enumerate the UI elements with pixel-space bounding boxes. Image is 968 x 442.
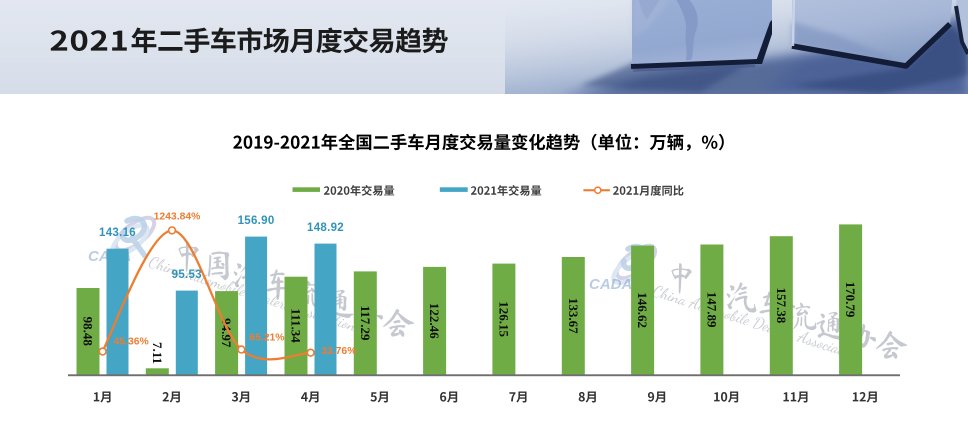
svg-text:122.46: 122.46 [427,303,442,339]
svg-text:157.38: 157.38 [774,288,789,324]
svg-text:133.67: 133.67 [566,298,581,334]
svg-text:146.62: 146.62 [635,292,650,328]
svg-text:170.79: 170.79 [843,282,858,318]
svg-text:95.53: 95.53 [172,269,202,281]
svg-text:143.16: 143.16 [99,227,136,239]
svg-text:33.76%: 33.76% [321,346,356,357]
svg-text:65.21%: 65.21% [249,332,284,343]
svg-text:CADA: CADA [589,276,632,293]
svg-text:1243.84%: 1243.84% [154,212,201,223]
svg-text:148.92: 148.92 [307,222,344,234]
svg-text:111.34: 111.34 [289,308,304,343]
svg-text:126.15: 126.15 [496,301,511,337]
svg-text:94.97: 94.97 [219,318,234,348]
svg-text:147.89: 147.89 [704,292,719,328]
svg-text:117.29: 117.29 [358,305,373,341]
svg-text:7.11: 7.11 [150,342,165,364]
svg-text:156.90: 156.90 [238,215,275,227]
svg-text:98.48: 98.48 [81,317,96,347]
svg-text:45.36%: 45.36% [114,336,149,347]
